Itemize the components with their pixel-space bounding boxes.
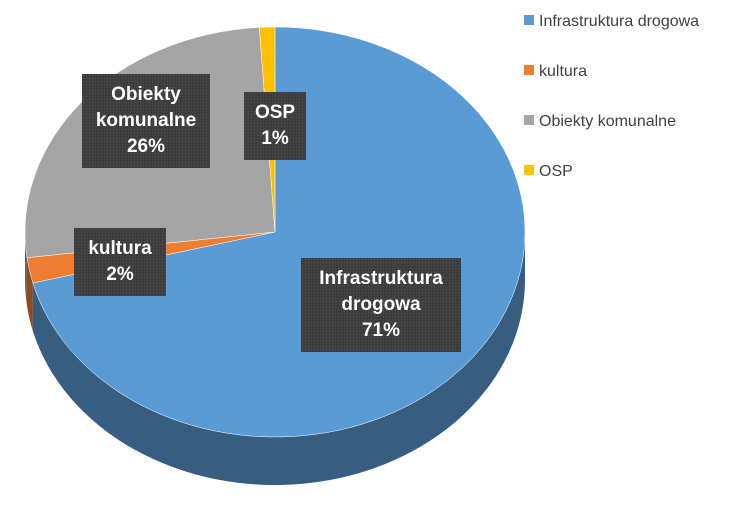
legend-item: Obiekty komunalne	[524, 113, 676, 131]
legend-label: OSP	[539, 163, 573, 180]
data-label-name: kultura	[88, 238, 152, 259]
slice-side	[25, 232, 27, 306]
legend-item: OSP	[524, 163, 573, 181]
legend-item: kultura	[524, 63, 587, 81]
data-label: kultura 2%	[74, 228, 166, 296]
data-label: OSP 1%	[244, 92, 306, 160]
data-label-name: Obiekty komunalne	[95, 84, 197, 131]
data-label-value: 1%	[261, 128, 289, 149]
legend-swatch	[524, 15, 534, 25]
slice-side	[32, 232, 525, 486]
legend-swatch	[524, 115, 534, 125]
legend-label: Obiekty komunalne	[539, 113, 676, 130]
data-label-value: 71%	[361, 320, 401, 341]
legend-label: kultura	[539, 63, 588, 80]
data-label-name: OSP	[254, 102, 296, 123]
data-label: Infrastruktura drogowa 71%	[301, 258, 461, 352]
legend-swatch	[524, 165, 534, 175]
legend-item: Infrastruktura drogowa	[524, 13, 699, 31]
slice-side	[26, 257, 33, 331]
data-label-name: Infrastruktura drogowa	[319, 268, 443, 315]
legend-label: Infrastruktura drogowa	[539, 13, 700, 30]
data-label: Obiekty komunalne 26%	[82, 74, 210, 168]
legend-swatch	[524, 65, 534, 75]
data-label-value: 2%	[106, 264, 134, 285]
data-label-value: 26%	[126, 136, 166, 157]
